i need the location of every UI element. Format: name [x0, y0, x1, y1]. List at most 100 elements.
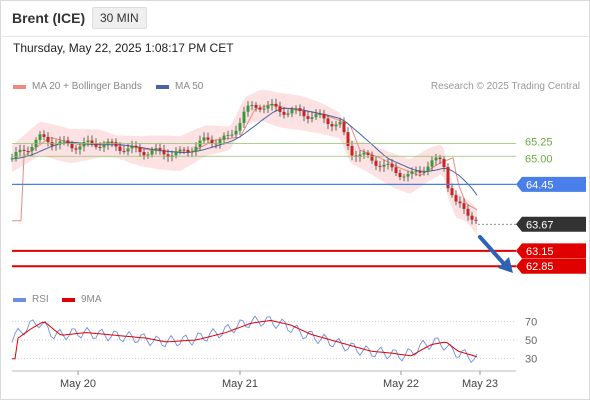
level-label-65.00: 65.00 — [525, 153, 553, 165]
candle-body — [158, 148, 162, 150]
rsi-ma-label: 9MA — [81, 294, 102, 305]
candle-body — [234, 130, 238, 135]
candle-body — [370, 154, 374, 161]
chart-header: Brent (ICE) 30 MIN — [0, 0, 590, 37]
candle-body — [114, 142, 118, 147]
rsi-tick-30: 30 — [525, 354, 537, 366]
candle-body — [166, 154, 170, 158]
candle-body — [62, 140, 66, 142]
legend-ma50: MA 50 — [156, 81, 203, 92]
timestamp: Thursday, May 22, 2025 1:08:17 PM CET — [13, 41, 234, 55]
level-label-63.15: 63.15 — [526, 246, 554, 258]
candle-body — [294, 108, 298, 110]
candle-body — [226, 134, 230, 136]
candle-body — [146, 154, 150, 156]
candle-body — [474, 219, 478, 221]
candle-body — [458, 201, 462, 204]
candle-body — [390, 163, 394, 168]
candle-body — [38, 134, 42, 140]
candle-body — [46, 136, 50, 143]
candle-body — [438, 157, 442, 160]
rsi-line — [11, 315, 478, 364]
candle-body — [266, 105, 270, 109]
candle-body — [270, 103, 274, 106]
candle-body — [466, 208, 470, 216]
candle-body — [274, 103, 278, 107]
candle-body — [18, 149, 22, 153]
candle-body — [174, 151, 178, 156]
candle-body — [70, 143, 74, 149]
ma50-label: MA 50 — [175, 81, 204, 92]
candle-body — [442, 159, 446, 168]
bollinger-band — [12, 89, 477, 235]
candle-body — [246, 105, 250, 112]
candle-body — [362, 152, 366, 155]
candle-body — [118, 146, 122, 151]
time-label-3: May 23 — [462, 378, 498, 390]
level-tag-64.45 — [516, 176, 586, 192]
timeframe-button[interactable]: 30 MIN — [92, 7, 147, 29]
candle-body — [394, 167, 398, 174]
candle-body — [278, 106, 282, 112]
candle-body — [254, 104, 258, 108]
candle-body — [126, 148, 130, 152]
candle-body — [350, 145, 354, 156]
legend-ma20: MA 20 + Bollinger Bands — [13, 81, 142, 92]
level-tag-62.85 — [516, 258, 586, 274]
candle-body — [202, 137, 206, 141]
candle-body — [386, 163, 390, 165]
candle-body — [102, 144, 106, 148]
candle-body — [410, 171, 414, 174]
ma20-swatch — [13, 84, 26, 89]
rsi-tick-70: 70 — [525, 316, 537, 328]
candle-body — [186, 149, 190, 153]
candle-body — [30, 147, 34, 152]
candle-body — [86, 140, 90, 143]
candle-body — [310, 117, 314, 119]
candle-body — [22, 149, 26, 151]
candle-body — [470, 215, 474, 220]
candle-body — [454, 195, 458, 202]
candle-body — [210, 139, 214, 144]
level-label-62.85: 62.85 — [526, 261, 554, 273]
candle-body — [250, 104, 254, 106]
level-tag-63.67 — [516, 216, 586, 232]
candle-body — [142, 152, 146, 156]
candle-body — [182, 149, 186, 151]
candle-body — [314, 114, 318, 118]
ma50-swatch — [156, 84, 169, 89]
candle-body — [398, 173, 402, 177]
candle-body — [218, 139, 222, 144]
candle-body — [434, 157, 438, 161]
candle-body — [462, 203, 466, 209]
projection-arrow-shaft — [478, 235, 507, 267]
candle-body — [414, 171, 418, 173]
candle-body — [206, 137, 210, 140]
candle-body — [290, 109, 294, 114]
candle-body — [94, 143, 98, 147]
candle-body — [74, 148, 78, 150]
candle-body — [194, 146, 198, 152]
candle-body — [426, 166, 430, 172]
candle-body — [78, 146, 82, 150]
candle-body — [326, 118, 330, 125]
level-label-63.67: 63.67 — [526, 219, 554, 231]
candle-body — [282, 111, 286, 115]
candle-body — [366, 152, 370, 155]
legend-rsi-ma: 9MA — [62, 294, 102, 305]
candle-body — [138, 147, 142, 153]
credit-text: Research © 2025 Trading Central — [430, 81, 580, 92]
candle-body — [238, 123, 242, 131]
level-tag-63.15 — [516, 243, 586, 259]
rsi-swatch — [13, 297, 26, 302]
candle-body — [54, 144, 58, 146]
candle-body — [134, 145, 138, 148]
candle-body — [154, 148, 158, 151]
candle-body — [242, 111, 246, 124]
candle-body — [66, 140, 70, 144]
candle-body — [230, 134, 234, 136]
candle-body — [318, 113, 322, 115]
ma50-line — [11, 107, 478, 196]
rsi-ma-line — [12, 319, 478, 360]
